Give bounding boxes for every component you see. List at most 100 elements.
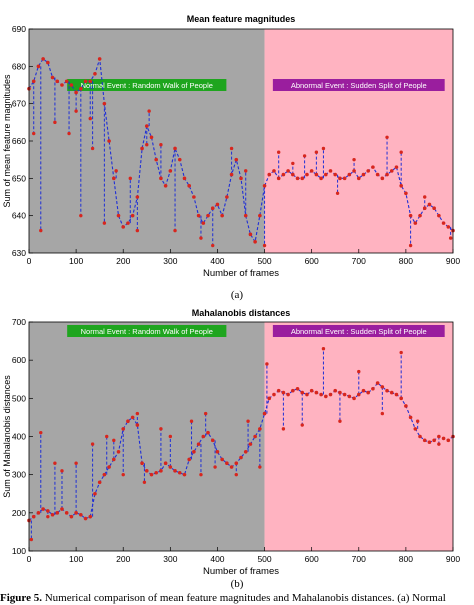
data-point: [41, 507, 45, 511]
spike-marker: [408, 243, 413, 248]
data-point: [46, 60, 50, 65]
y-tick-label: 700: [12, 317, 26, 327]
y-tick-label: 680: [12, 61, 26, 71]
data-point: [144, 124, 149, 128]
data-point: [239, 455, 243, 460]
data-point: [60, 507, 64, 511]
spike-marker: [39, 228, 43, 233]
spike-marker: [246, 419, 250, 423]
data-point: [437, 213, 441, 218]
spike-marker: [338, 419, 342, 423]
spike-marker: [29, 537, 34, 542]
data-point: [253, 434, 257, 439]
data-point: [380, 176, 385, 181]
data-point: [253, 240, 257, 244]
data-point: [154, 470, 158, 475]
spike-marker: [203, 411, 208, 416]
spike-marker: [300, 423, 304, 427]
data-point: [281, 172, 286, 177]
data-point: [64, 79, 69, 84]
spike-marker: [321, 146, 326, 151]
data-point: [371, 386, 375, 391]
data-point: [258, 213, 262, 218]
data-point: [385, 172, 389, 177]
data-point: [46, 509, 50, 513]
data-point: [324, 394, 328, 399]
region-label: Normal Event : Random Walk of People: [81, 327, 213, 336]
data-point: [394, 392, 399, 397]
data-point: [31, 79, 36, 84]
spike-marker: [67, 131, 71, 136]
data-point: [187, 184, 191, 188]
x-tick-label: 300: [163, 554, 177, 564]
region-label: Abnormal Event : Sudden Split of People: [291, 81, 427, 90]
data-point: [352, 396, 356, 401]
spike-marker: [135, 228, 140, 233]
spike-marker: [258, 465, 262, 469]
spike-marker: [213, 465, 217, 469]
spike-marker: [88, 116, 92, 121]
data-point: [225, 461, 229, 466]
data-point: [135, 195, 140, 199]
data-point: [97, 480, 102, 485]
chart-title: Mahalanobis distances: [192, 308, 291, 318]
data-point: [399, 184, 403, 188]
data-point: [97, 57, 102, 61]
data-point: [291, 172, 295, 177]
data-point: [295, 386, 300, 391]
data-point: [427, 202, 432, 207]
region-label-box: [272, 79, 445, 91]
data-point: [182, 472, 187, 477]
data-point: [144, 469, 149, 473]
y-tick-label: 630: [12, 248, 26, 258]
spike-marker: [102, 221, 107, 225]
data-point: [102, 101, 107, 106]
figure-caption: Figure 5. Numerical comparison of mean f…: [0, 592, 474, 604]
x-axis-label: Number of frames: [203, 566, 279, 577]
spike-marker: [265, 362, 269, 366]
data-point: [116, 449, 121, 454]
data-point: [338, 390, 342, 395]
data-point: [64, 511, 69, 515]
spike-marker: [199, 236, 203, 240]
spike-marker: [314, 150, 319, 154]
data-point: [347, 172, 352, 177]
data-point: [69, 83, 74, 87]
data-point: [31, 514, 36, 519]
data-point: [60, 83, 64, 87]
chart-title: Mean feature magnitudes: [187, 14, 296, 24]
data-point: [168, 465, 173, 469]
x-tick-label: 100: [69, 554, 83, 564]
spike-marker: [437, 442, 441, 446]
data-point: [389, 390, 394, 395]
data-point: [418, 213, 422, 218]
spike-marker: [385, 135, 389, 139]
data-point: [300, 390, 305, 395]
spike-marker: [168, 434, 173, 439]
chart-b-svg: Mahalanobis distances Normal Event : Rand…: [2, 308, 460, 577]
region-label: Normal Event : Random Walk of People: [81, 81, 213, 90]
data-point: [229, 465, 234, 469]
data-point: [220, 213, 224, 218]
data-point: [422, 206, 427, 210]
data-point: [140, 461, 144, 466]
y-tick-label: 500: [12, 393, 26, 403]
data-point: [375, 381, 380, 385]
figure-caption-text: Numerical comparison of mean feature mag…: [44, 592, 446, 604]
spike-marker: [53, 120, 57, 125]
y-tick-label: 640: [12, 211, 26, 221]
data-point: [441, 221, 446, 225]
data-point: [267, 396, 272, 401]
data-point: [192, 195, 196, 199]
data-point: [229, 172, 234, 177]
data-point: [248, 442, 253, 446]
data-point: [432, 206, 436, 210]
data-point: [225, 195, 229, 199]
y-axis-label: Sum of Mahalanobis distances: [2, 375, 12, 498]
data-point: [79, 512, 83, 517]
data-point: [159, 469, 163, 473]
data-point: [83, 516, 88, 521]
data-point: [389, 169, 394, 173]
data-point: [93, 491, 97, 496]
y-tick-label: 300: [12, 470, 26, 480]
